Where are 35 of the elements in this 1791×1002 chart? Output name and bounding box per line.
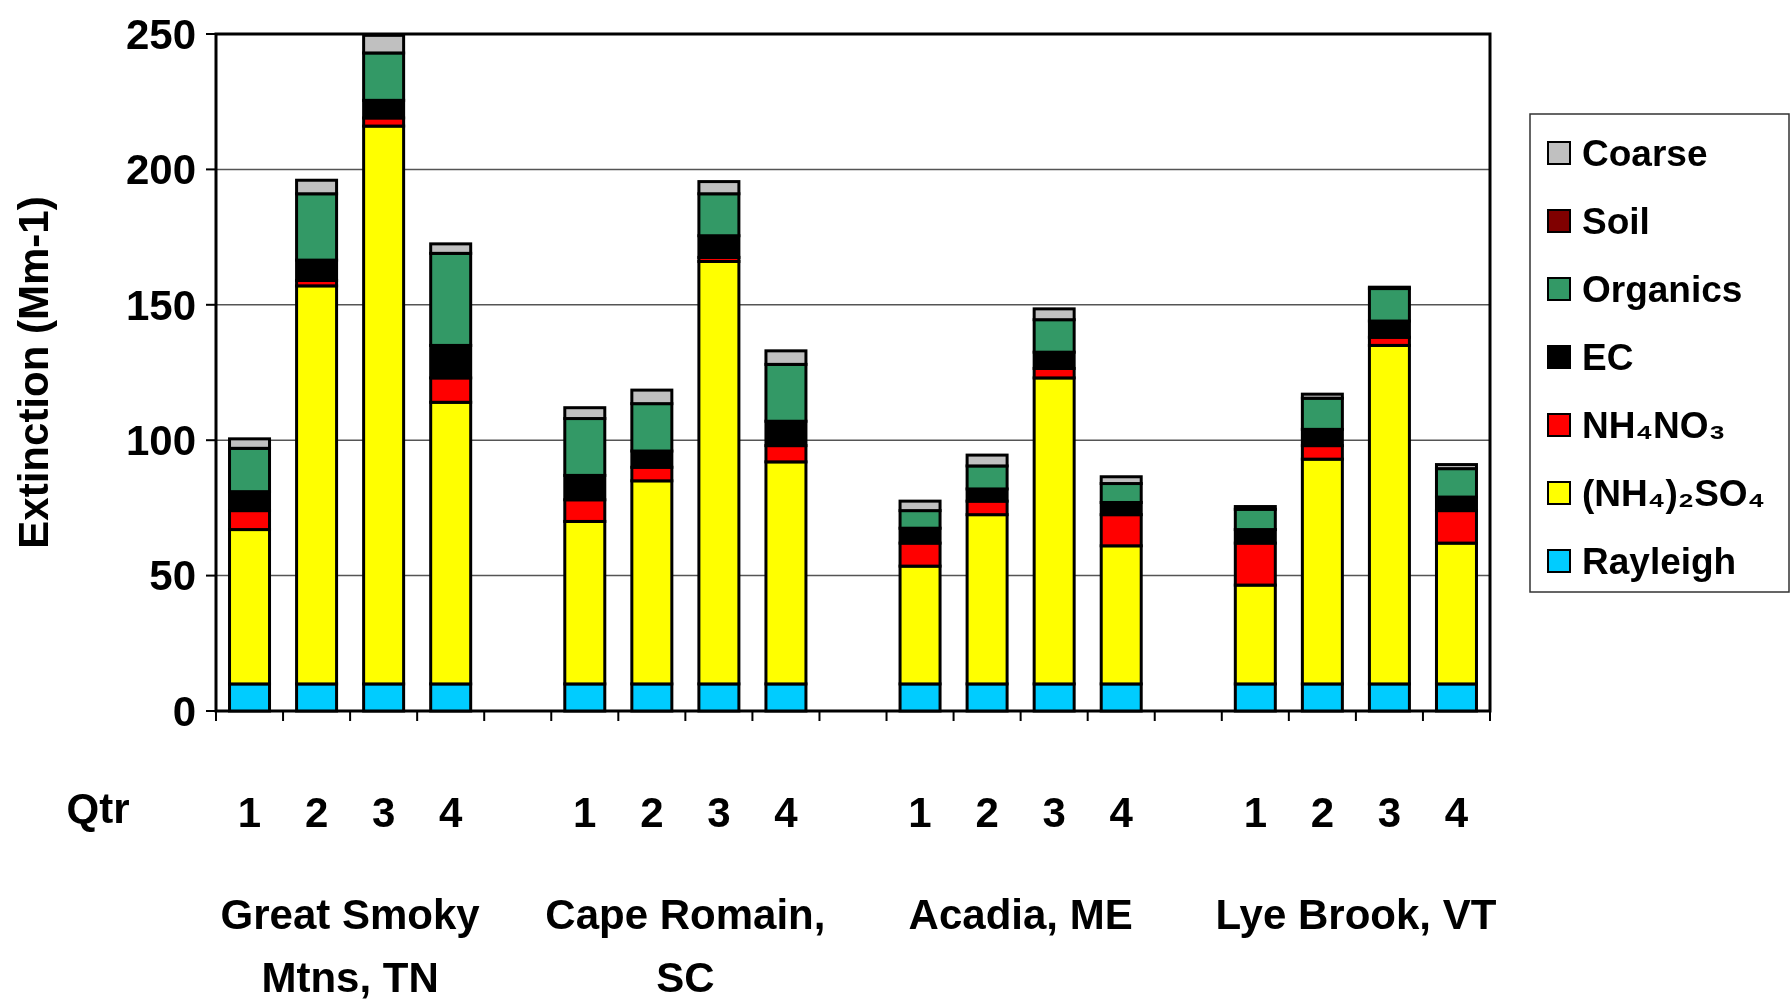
x-tick-label: 1 bbox=[237, 788, 262, 836]
x-tick-label: 1 bbox=[573, 788, 597, 836]
legend-label: Coarse bbox=[1582, 132, 1708, 174]
x-tick-label: 1 bbox=[908, 788, 932, 836]
x-tick-label: 4 bbox=[774, 788, 799, 836]
y-tick-label: 250 bbox=[125, 10, 196, 58]
y-tick-label: 200 bbox=[125, 146, 196, 194]
x-tick-label: 3 bbox=[371, 788, 396, 836]
x-tick-label: 2 bbox=[975, 788, 999, 836]
x-axis-title: Qtr bbox=[66, 784, 130, 832]
y-axis-title: Extinction (Mm-1) bbox=[10, 196, 57, 549]
x-tick-label: 2 bbox=[304, 788, 329, 836]
y-tick-label: 50 bbox=[149, 552, 196, 600]
legend-label: EC bbox=[1582, 336, 1634, 378]
text: Great Smoky Mtns, TN bbox=[220, 890, 481, 1001]
x-tick-label: 2 bbox=[1310, 788, 1335, 836]
y-tick-label: 150 bbox=[125, 281, 196, 329]
y-tick-label: 0 bbox=[172, 687, 196, 735]
legend-label: Organics bbox=[1582, 268, 1743, 310]
y-tick-label: 100 bbox=[125, 416, 196, 464]
x-tick-label: 4 bbox=[1109, 788, 1134, 836]
text: Cape Romain, SC bbox=[545, 890, 826, 1001]
x-tick-label: 3 bbox=[1377, 788, 1402, 836]
legend-label: NH₄NO₃ bbox=[1582, 404, 1726, 446]
text: Lye Brook, VT bbox=[1215, 890, 1497, 938]
text: Acadia, ME bbox=[908, 890, 1133, 938]
x-tick-label: 4 bbox=[439, 788, 463, 836]
legend-label: (NH₄)₂SO₄ bbox=[1582, 472, 1766, 514]
legend-label: Soil bbox=[1582, 200, 1650, 242]
x-tick-label: 3 bbox=[707, 788, 731, 836]
legend-label: Rayleigh bbox=[1582, 540, 1737, 582]
x-tick-label: 4 bbox=[1444, 788, 1469, 836]
x-tick-label: 1 bbox=[1243, 788, 1267, 836]
x-tick-label: 2 bbox=[640, 788, 664, 836]
x-tick-label: 3 bbox=[1042, 788, 1066, 836]
